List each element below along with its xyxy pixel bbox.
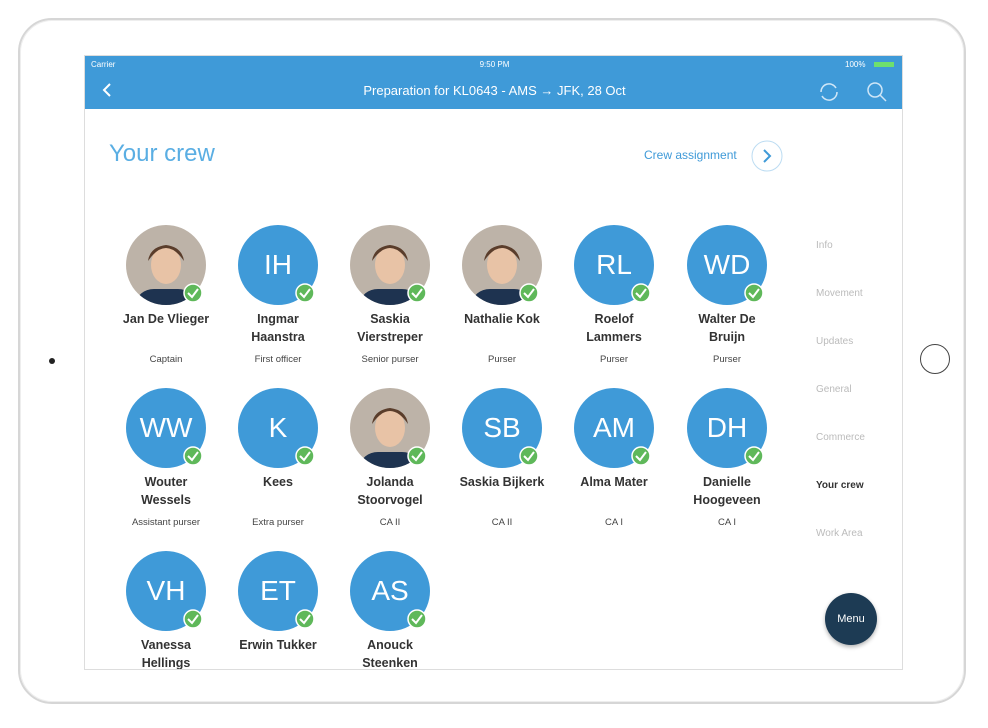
crew-name: Wouter — [144, 475, 188, 489]
avatar-initials: IH — [264, 249, 292, 280]
crew-name: Walter De — [698, 312, 756, 326]
battery-icon — [874, 62, 894, 67]
nav-title: Preparation for KL0643 - AMS → JFK, 28 O… — [363, 83, 626, 98]
avatar[interactable] — [458, 384, 554, 480]
home-button[interactable] — [920, 344, 950, 374]
avatar[interactable] — [346, 384, 442, 480]
crew-role: CA II — [379, 517, 401, 528]
crew-role: Senior purser — [361, 354, 419, 365]
screen: Carrier 9:50 PM 100% Preparation for KL0… — [84, 55, 903, 670]
camera — [49, 358, 55, 364]
crew-role: Purser — [488, 354, 516, 365]
menu-button[interactable]: Menu — [825, 593, 877, 645]
crew-role: CA I — [605, 517, 623, 528]
crew-name: Hoogeveen — [693, 493, 761, 507]
crew-role: Extra purser — [252, 517, 304, 528]
avatar[interactable] — [458, 221, 554, 317]
crew-role: Captain — [149, 354, 183, 365]
avatar[interactable] — [570, 384, 666, 480]
avatar-initials: SB — [483, 412, 521, 443]
crew-role: Assistant purser — [131, 517, 201, 528]
crew-name: Nathalie Kok — [464, 312, 540, 326]
crew-name: Roelof — [594, 312, 634, 326]
side-nav-item[interactable]: Info — [816, 240, 833, 251]
avatar[interactable] — [683, 384, 779, 480]
avatar[interactable] — [683, 221, 779, 317]
crew-name: Anouck — [367, 638, 413, 652]
side-nav-item[interactable]: Movement — [816, 288, 863, 299]
avatar[interactable] — [346, 221, 442, 317]
avatar[interactable] — [122, 384, 218, 480]
crew-name: Stoorvogel — [357, 493, 423, 507]
crew-name: Hellings — [141, 656, 191, 670]
side-nav-item[interactable]: Work Area — [816, 528, 863, 539]
crew-name: Erwin Tukker — [239, 638, 317, 652]
crew-name: Lammers — [586, 330, 642, 344]
crew-assignment-link[interactable]: Crew assignment — [644, 148, 737, 162]
avatar-initials: ET — [260, 575, 296, 606]
avatar[interactable] — [346, 547, 442, 643]
carrier: Carrier — [91, 60, 116, 69]
avatar[interactable] — [234, 221, 330, 317]
crew-role: CA I — [718, 517, 736, 528]
avatar-initials: RL — [596, 249, 632, 280]
crew-name: Vanessa — [140, 638, 192, 652]
avatar[interactable] — [122, 547, 218, 643]
crew-name: Ingmar — [257, 312, 299, 326]
avatar[interactable] — [234, 547, 330, 643]
avatar-initials: WD — [703, 249, 751, 280]
avatar[interactable] — [570, 221, 666, 317]
section-title: Your crew — [109, 140, 215, 167]
back-button[interactable] — [101, 82, 113, 98]
crew-name: Jolanda — [366, 475, 414, 489]
avatar[interactable] — [234, 384, 330, 480]
crew-name: Jan De Vlieger — [122, 312, 210, 326]
side-nav-item[interactable]: Commerce — [816, 432, 865, 443]
crew-name: Kees — [263, 475, 293, 489]
refresh-button[interactable] — [817, 80, 841, 104]
crew-name: Saskia — [370, 312, 410, 326]
avatar-initials: AS — [371, 575, 409, 606]
battery: 100% — [845, 60, 866, 69]
top-bar: Carrier 9:50 PM 100% Preparation for KL0… — [85, 56, 902, 109]
crew-name: Bruijn — [708, 330, 746, 344]
search-button[interactable] — [865, 80, 889, 104]
avatar-initials: AM — [593, 412, 635, 443]
crew-name: Vierstreper — [357, 330, 423, 344]
side-nav-item[interactable]: Updates — [816, 336, 854, 347]
crew-assignment-button[interactable] — [751, 140, 783, 172]
avatar-initials: K — [268, 412, 288, 443]
avatar-initials: WW — [139, 412, 193, 443]
crew-role: Purser — [713, 354, 741, 365]
clock: 9:50 PM — [479, 60, 510, 69]
crew-name: Alma Mater — [580, 475, 648, 489]
avatar-initials: VH — [146, 575, 186, 606]
crew-name: Saskia Bijkerk — [459, 475, 545, 489]
avatar-initials: DH — [706, 412, 748, 443]
crew-role: Purser — [600, 354, 628, 365]
crew-name: Steenken — [362, 656, 418, 670]
crew-role: CA II — [491, 517, 513, 528]
crew-name: Wessels — [141, 493, 191, 507]
side-nav-item[interactable]: Your crew — [816, 480, 864, 491]
avatar[interactable] — [122, 221, 218, 317]
crew-role: First officer — [254, 354, 302, 365]
side-nav-item[interactable]: General — [816, 384, 852, 395]
crew-name: Danielle — [703, 475, 751, 489]
crew-name: Haanstra — [251, 330, 305, 344]
